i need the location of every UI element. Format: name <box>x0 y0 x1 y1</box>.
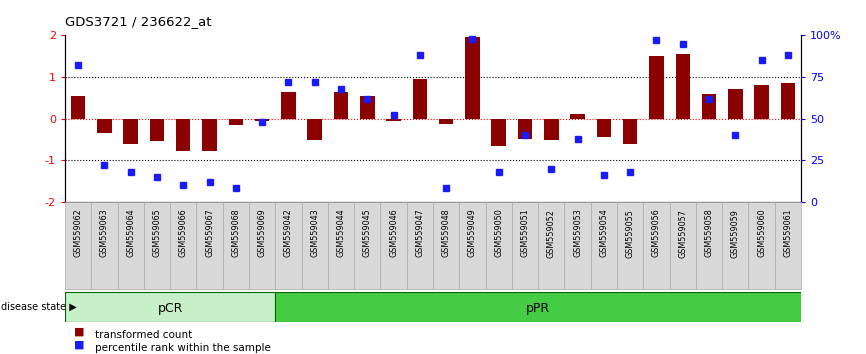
FancyBboxPatch shape <box>459 202 486 289</box>
Bar <box>97 119 112 133</box>
Bar <box>229 119 243 125</box>
Bar <box>333 92 348 119</box>
FancyBboxPatch shape <box>65 292 275 322</box>
Bar <box>281 92 295 119</box>
FancyBboxPatch shape <box>748 202 775 289</box>
Text: pCR: pCR <box>158 302 183 315</box>
Text: ■: ■ <box>74 339 84 350</box>
Bar <box>465 38 480 119</box>
FancyBboxPatch shape <box>275 292 801 322</box>
Text: GSM559058: GSM559058 <box>705 209 714 257</box>
Text: disease state ▶: disease state ▶ <box>1 302 76 312</box>
Bar <box>360 96 374 119</box>
Text: GSM559047: GSM559047 <box>416 209 424 257</box>
FancyBboxPatch shape <box>775 202 801 289</box>
Bar <box>124 119 138 144</box>
Bar <box>754 85 769 119</box>
FancyBboxPatch shape <box>354 202 380 289</box>
Text: GSM559050: GSM559050 <box>494 209 503 257</box>
FancyBboxPatch shape <box>617 202 643 289</box>
Bar <box>675 54 690 119</box>
Text: GSM559069: GSM559069 <box>257 209 267 257</box>
FancyBboxPatch shape <box>118 202 144 289</box>
FancyBboxPatch shape <box>696 202 722 289</box>
FancyBboxPatch shape <box>643 202 669 289</box>
FancyBboxPatch shape <box>591 202 617 289</box>
Text: GSM559051: GSM559051 <box>520 209 529 257</box>
FancyBboxPatch shape <box>91 202 118 289</box>
Text: GSM559055: GSM559055 <box>625 209 635 258</box>
FancyBboxPatch shape <box>301 202 328 289</box>
Text: GSM559064: GSM559064 <box>126 209 135 257</box>
FancyBboxPatch shape <box>170 202 197 289</box>
Text: percentile rank within the sample: percentile rank within the sample <box>95 343 271 353</box>
Text: GSM559063: GSM559063 <box>100 209 109 257</box>
Bar <box>544 119 559 140</box>
Bar <box>518 119 533 138</box>
Text: GSM559057: GSM559057 <box>678 209 688 258</box>
Bar <box>386 119 401 121</box>
Text: ■: ■ <box>74 326 84 337</box>
Bar <box>597 119 611 137</box>
Bar <box>307 119 322 140</box>
FancyBboxPatch shape <box>486 202 512 289</box>
Bar <box>412 79 427 119</box>
FancyBboxPatch shape <box>275 202 301 289</box>
FancyBboxPatch shape <box>65 202 91 289</box>
FancyBboxPatch shape <box>328 202 354 289</box>
Text: GSM559061: GSM559061 <box>784 209 792 257</box>
FancyBboxPatch shape <box>197 202 223 289</box>
FancyBboxPatch shape <box>433 202 459 289</box>
Text: GSM559059: GSM559059 <box>731 209 740 258</box>
FancyBboxPatch shape <box>538 202 565 289</box>
Text: GSM559049: GSM559049 <box>468 209 477 257</box>
Bar <box>71 96 86 119</box>
FancyBboxPatch shape <box>565 202 591 289</box>
Text: GSM559053: GSM559053 <box>573 209 582 257</box>
Bar <box>150 119 165 142</box>
Text: transformed count: transformed count <box>95 330 192 339</box>
FancyBboxPatch shape <box>669 202 696 289</box>
Text: GSM559062: GSM559062 <box>74 209 82 257</box>
FancyBboxPatch shape <box>223 202 249 289</box>
Text: GSM559068: GSM559068 <box>231 209 241 257</box>
Text: GSM559060: GSM559060 <box>757 209 766 257</box>
Bar <box>176 119 191 151</box>
Text: GDS3721 / 236622_at: GDS3721 / 236622_at <box>65 15 211 28</box>
Text: GSM559054: GSM559054 <box>599 209 609 257</box>
FancyBboxPatch shape <box>722 202 748 289</box>
Text: GSM559066: GSM559066 <box>178 209 188 257</box>
FancyBboxPatch shape <box>144 202 170 289</box>
Bar <box>623 119 637 144</box>
FancyBboxPatch shape <box>407 202 433 289</box>
Bar <box>728 88 742 119</box>
Bar <box>650 56 663 119</box>
Bar <box>571 114 585 119</box>
Text: GSM559052: GSM559052 <box>546 209 556 258</box>
Text: GSM559044: GSM559044 <box>337 209 346 257</box>
Text: GSM559046: GSM559046 <box>389 209 398 257</box>
FancyBboxPatch shape <box>249 202 275 289</box>
Bar <box>439 119 454 124</box>
Bar <box>701 93 716 119</box>
Text: GSM559048: GSM559048 <box>442 209 450 257</box>
Bar <box>203 119 216 151</box>
Bar <box>255 119 269 121</box>
Text: GSM559042: GSM559042 <box>284 209 293 257</box>
Text: GSM559043: GSM559043 <box>310 209 320 257</box>
FancyBboxPatch shape <box>512 202 538 289</box>
Text: GSM559056: GSM559056 <box>652 209 661 257</box>
Text: GSM559067: GSM559067 <box>205 209 214 257</box>
Text: GSM559065: GSM559065 <box>152 209 161 257</box>
Bar <box>492 119 506 145</box>
FancyBboxPatch shape <box>380 202 407 289</box>
Text: GSM559045: GSM559045 <box>363 209 372 257</box>
Bar <box>780 83 795 119</box>
Text: pPR: pPR <box>526 302 550 315</box>
